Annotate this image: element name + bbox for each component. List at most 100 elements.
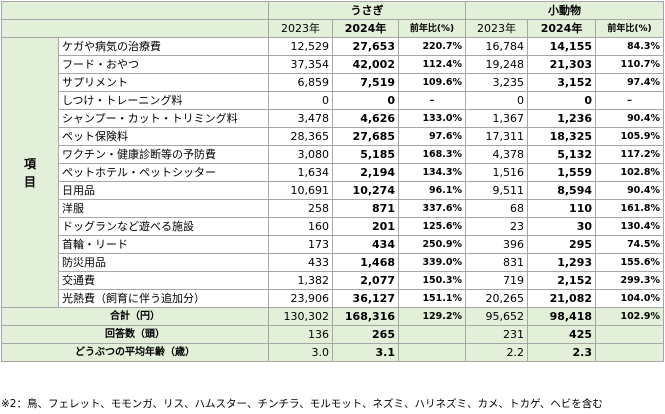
item-label: ケガや病気の治療費	[58, 37, 269, 56]
header-blank-2	[1, 19, 269, 38]
item-label: ペットホテル・ペットシッター	[58, 163, 269, 182]
small-2024: 1,559	[527, 163, 597, 182]
rabbit-2024: 27,685	[332, 127, 399, 146]
respondents-row-small-2023: 231	[465, 325, 529, 344]
small-2023: 20,265	[465, 289, 529, 308]
category-label: 項目	[1, 37, 59, 308]
table-row: 防災用品 433 1,468 339.0% 831 1,293 155.6%	[2, 253, 665, 272]
total-row: 合計（円） 130,302 168,316 129.2% 95,652 98,418 102…	[1, 307, 665, 326]
rabbit-2023: 433	[268, 253, 333, 272]
small-2023: 19,248	[465, 55, 529, 74]
small-yoy: 104.0%	[595, 289, 665, 308]
rabbit-2023: 28,365	[268, 127, 333, 146]
rabbit-2024: 2,194	[332, 163, 399, 182]
item-label: 防災用品	[58, 253, 269, 272]
small-2024: 3,152	[527, 73, 597, 92]
small-2023: 831	[465, 253, 529, 272]
header-blank	[1, 1, 269, 20]
table-row: ペットホテル・ペットシッター 1,634 2,194 134.3% 1,516 1,559…	[2, 163, 665, 182]
small-2024: 0	[527, 91, 597, 110]
item-label: 日用品	[58, 181, 269, 200]
small-2023: 68	[465, 199, 529, 218]
rabbit-2023: 6,859	[268, 73, 333, 92]
rabbit-2023: 258	[268, 199, 333, 218]
small-2023: 16,784	[465, 37, 529, 56]
rabbit-2023: 3,478	[268, 109, 333, 128]
item-label: 交通費	[58, 271, 269, 290]
rabbit-2023: 160	[268, 217, 333, 236]
small-2024: 14,155	[527, 37, 597, 56]
respondents-row-rabbit-yoy	[397, 325, 467, 344]
header-group-rabbit: うさぎ	[267, 1, 467, 20]
avg-age-row-label: どうぶつの平均年齢（歳）	[1, 343, 269, 362]
rabbit-yoy: 112.4%	[397, 55, 467, 74]
small-2024: 21,082	[527, 289, 597, 308]
small-yoy: 102.8%	[595, 163, 665, 182]
total-row-label: 合計（円）	[1, 307, 269, 326]
rabbit-2024: 36,127	[332, 289, 399, 308]
rabbit-2024: 1,468	[332, 253, 399, 272]
rabbit-yoy: –	[397, 91, 467, 110]
item-label: ワクチン・健康診断等の予防費	[58, 145, 269, 164]
rabbit-yoy: 151.1%	[397, 289, 467, 308]
rabbit-2024: 4,626	[332, 109, 399, 128]
small-yoy: 97.4%	[595, 73, 665, 92]
small-2024: 2,152	[527, 271, 597, 290]
rabbit-2024: 10,274	[332, 181, 399, 200]
rabbit-2023: 0	[268, 91, 333, 110]
table-row: 首輪・リード 173 434 250.9% 396 295 74.5%	[2, 235, 665, 254]
small-2024: 1,293	[527, 253, 597, 272]
small-2023: 23	[465, 217, 529, 236]
item-label: 首輪・リード	[58, 235, 269, 254]
small-2023: 9,511	[465, 181, 529, 200]
small-2023: 17,311	[465, 127, 529, 146]
table-row: ペット保険料 28,365 27,685 97.6% 17,311 18,325 105.9…	[2, 127, 665, 146]
item-label: フード・おやつ	[58, 55, 269, 74]
respondents-row-rabbit-2023: 136	[268, 325, 333, 344]
item-label: ペット保険料	[58, 127, 269, 146]
rabbit-2023: 3,080	[268, 145, 333, 164]
small-yoy: 117.2%	[595, 145, 665, 164]
item-label: しつけ・トレーニング料	[58, 91, 269, 110]
rabbit-2024: 434	[332, 235, 399, 254]
item-label: 光熱費（飼育に伴う追加分）	[58, 289, 269, 308]
table-row: シャンプー・カット・トリミング料 3,478 4,626 133.0% 1,367 1,2…	[2, 109, 665, 128]
small-yoy: 90.4%	[595, 109, 665, 128]
small-yoy: 90.4%	[595, 181, 665, 200]
small-2024: 18,325	[527, 127, 597, 146]
header-small-yoy: 前年比(%)	[595, 19, 665, 38]
avg-age-row-small-2023: 2.2	[465, 343, 529, 362]
small-2023: 396	[465, 235, 529, 254]
small-2024: 110	[527, 199, 597, 218]
avg-age-row-rabbit-yoy	[397, 343, 467, 362]
small-2023: 0	[465, 91, 529, 110]
small-2024: 21,303	[527, 55, 597, 74]
small-2023: 4,378	[465, 145, 529, 164]
header-row-1: うさぎ 小動物	[1, 1, 665, 20]
respondents-row: 回答数（頭） 136 265 231 425	[1, 325, 665, 344]
item-label: サプリメント	[58, 73, 269, 92]
small-yoy: 130.4%	[595, 217, 665, 236]
rabbit-yoy: 133.0%	[397, 109, 467, 128]
footnote: ※2：鳥、フェレット、モモンガ、リス、ハムスター、チンチラ、モルモット、ネズミ、…	[1, 398, 603, 410]
avg-age-row-rabbit-2024: 3.1	[332, 343, 399, 362]
rabbit-yoy: 150.3%	[397, 271, 467, 290]
header-rabbit-yoy: 前年比(%)	[397, 19, 467, 38]
total-row-small-2024: 98,418	[527, 307, 597, 326]
rabbit-2023: 23,906	[268, 289, 333, 308]
avg-age-row-small-yoy	[595, 343, 665, 362]
total-row-rabbit-2023: 130,302	[268, 307, 333, 326]
header-group-small-animal: 小動物	[465, 1, 665, 20]
rabbit-2024: 0	[332, 91, 399, 110]
header-small-2023: 2023年	[465, 19, 529, 38]
category-label-char: 目	[23, 174, 36, 189]
total-row-rabbit-yoy: 129.2%	[397, 307, 467, 326]
rabbit-2023: 1,634	[268, 163, 333, 182]
rabbit-2024: 201	[332, 217, 399, 236]
rabbit-yoy: 125.6%	[397, 217, 467, 236]
rabbit-yoy: 109.6%	[397, 73, 467, 92]
avg-age-row: どうぶつの平均年齢（歳） 3.0 3.1 2.2 2.3	[1, 343, 665, 362]
header-rabbit-2024: 2024年	[332, 19, 399, 38]
rabbit-yoy: 168.3%	[397, 145, 467, 164]
header-small-2024: 2024年	[527, 19, 597, 38]
